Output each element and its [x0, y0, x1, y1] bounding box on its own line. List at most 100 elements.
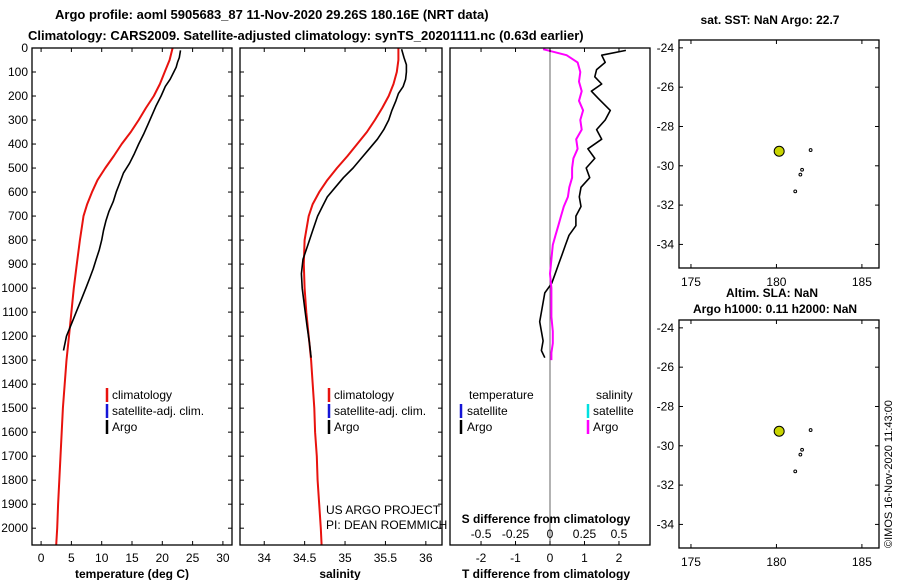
difference-legend-salinity-header: salinity	[596, 388, 633, 402]
map_sla-ytick-label: -34	[657, 517, 675, 531]
salinity-difference-tick-label: 0.5	[611, 527, 628, 541]
difference-xtick-label: 0	[547, 551, 554, 565]
temperature-xtick-label: 10	[95, 551, 109, 565]
difference-xtick-label: 1	[581, 551, 588, 565]
difference-legend-s-satellite: satellite	[593, 404, 634, 418]
depth-tick-label: 200	[8, 89, 28, 103]
salinity-xtick-label: 34	[258, 551, 272, 565]
map_sst-island	[800, 167, 804, 172]
map_sst-ytick-label: -34	[657, 237, 675, 251]
depth-tick-label: 1300	[1, 353, 28, 367]
salinity-xtick-label: 35	[338, 551, 352, 565]
difference-argo-temperature-difference-line	[538, 49, 627, 359]
temperature-difference-axis-label: T difference from climatology	[462, 567, 630, 580]
depth-tick-label: 1800	[1, 473, 28, 487]
temperature-xtick-label: 20	[156, 551, 170, 565]
salinity-difference-tick-label: -0.25	[502, 527, 530, 541]
difference-legend-s-argo: Argo	[593, 420, 619, 434]
sst-map-panel: sat. SST: NaN Argo: 22.7 175 180 185 -24 -2…	[657, 13, 880, 289]
figure-title-line1: Argo profile: aoml 5905683_87 11-Nov-202…	[55, 7, 489, 22]
depth-tick-label: 1600	[1, 425, 28, 439]
salinity-difference-tick-label: 0	[547, 527, 554, 541]
map_sst-ytick-label: -26	[657, 80, 675, 94]
difference-legend-t-satellite: satellite	[467, 404, 508, 418]
map_sla-ytick-label: -30	[657, 439, 675, 453]
difference-argo-salinity-difference-line	[542, 48, 585, 361]
sla-map-panel: Altim. SLA: NaN Argo h1000: 0.11 h2000: …	[657, 286, 880, 569]
map_sst-island	[793, 189, 798, 194]
depth-tick-label: 2000	[1, 521, 28, 535]
temperature-xtick-label: 0	[38, 551, 45, 565]
map_sst-xtick-label: 185	[852, 275, 872, 289]
map_sla-island	[798, 452, 803, 457]
map_sst-ytick-label: -30	[657, 159, 675, 173]
temperature-legend-climatology: climatology	[112, 388, 172, 402]
difference-legend-t-argo: Argo	[467, 420, 493, 434]
depth-tick-label: 1900	[1, 497, 28, 511]
depth-tick-label: 1200	[1, 329, 28, 343]
temperature-legend: climatology satellite-adj. clim. Argo	[105, 388, 204, 434]
sst-map-frame	[678, 39, 880, 269]
imos-credit: ©IMOS 16-Nov-2020 11:43:00	[883, 400, 895, 548]
salinity-climatology-line	[302, 48, 400, 546]
salinity-xtick-label: 36	[419, 551, 433, 565]
depth-tick-label: 400	[8, 137, 28, 151]
map_sla-ytick-label: -26	[657, 360, 675, 374]
temperature-legend-argo: Argo	[112, 420, 138, 434]
salinity-difference-tick-label: -0.5	[471, 527, 492, 541]
temperature-xtick-label: 15	[125, 551, 139, 565]
salinity-difference-tick-label: 0.25	[573, 527, 597, 541]
depth-tick-label: 1700	[1, 449, 28, 463]
salinity-axis-label: salinity	[319, 567, 361, 580]
salinity-legend-argo: Argo	[334, 420, 360, 434]
map_sst-island	[808, 148, 813, 152]
salinity-legend-climatology: climatology	[334, 388, 394, 402]
map_sst-ytick-label: -32	[657, 198, 675, 212]
depth-tick-label: 100	[8, 65, 28, 79]
map_sst-xtick-label: 175	[681, 275, 701, 289]
depth-tick-label: 1000	[1, 281, 28, 295]
map_sla-island	[800, 447, 804, 452]
depth-tick-label: 500	[8, 161, 28, 175]
map_sst-ytick-label: -28	[657, 119, 675, 133]
map_sla-xtick-label: 180	[766, 555, 786, 569]
salinity-panel: 34 34.5 35 35.5 36 salinity climatology sate…	[239, 47, 447, 580]
project-note-line1: US ARGO PROJECT	[326, 503, 441, 517]
depth-tick-label: 0	[21, 41, 28, 55]
sla-map-title-line1: Altim. SLA: NaN	[726, 286, 818, 300]
temperature-xtick-label: 30	[216, 551, 230, 565]
map_sla-ytick-label: -28	[657, 399, 675, 413]
difference-xtick-label: 2	[616, 551, 623, 565]
map_sst-argo-position-marker	[773, 145, 785, 157]
sla-map-title-line2: Argo h1000: 0.11 h2000: NaN	[693, 302, 857, 316]
figure-title-line2: Climatology: CARS2009. Satellite-adjuste…	[28, 28, 584, 43]
depth-tick-label: 700	[8, 209, 28, 223]
salinity-xtick-label: 35.5	[374, 551, 398, 565]
salinity-difference-axis-label: S difference from climatology	[462, 512, 631, 526]
depth-tick-label: 800	[8, 233, 28, 247]
map_sla-island	[808, 428, 813, 432]
salinity-panel-frame	[239, 47, 443, 546]
difference-xtick-label: -1	[510, 551, 521, 565]
salinity-xtick-label: 34.5	[293, 551, 317, 565]
map_sla-ytick-label: -32	[657, 478, 675, 492]
sla-map-frame	[678, 319, 880, 549]
sst-map-title: sat. SST: NaN Argo: 22.7	[701, 13, 840, 27]
difference-legend: temperature salinity satellite Argo sate…	[459, 388, 634, 434]
map_sla-xtick-label: 175	[681, 555, 701, 569]
depth-tick-label: 1100	[2, 305, 28, 319]
depth-tick-label: 1400	[1, 377, 28, 391]
map_sla-ytick-label: -24	[657, 321, 675, 335]
map_sla-xtick-label: 185	[852, 555, 872, 569]
map_sla-island	[793, 469, 798, 474]
temperature-panel: 0 5 10 15 20 25 30 0 100 200 300 400 500 600 700 800 90…	[1, 41, 233, 580]
temperature-climatology-line	[55, 47, 174, 546]
temperature-axis-label: temperature (deg C)	[75, 567, 189, 580]
difference-legend-temperature-header: temperature	[469, 388, 534, 402]
map_sla-argo-position-marker	[773, 425, 785, 437]
salinity-legend: climatology satellite-adj. clim. Argo	[327, 388, 426, 434]
salinity-argo-line	[300, 48, 408, 358]
temperature-xtick-label: 5	[68, 551, 75, 565]
depth-tick-label: 300	[8, 113, 28, 127]
temperature-argo-line	[62, 50, 182, 351]
